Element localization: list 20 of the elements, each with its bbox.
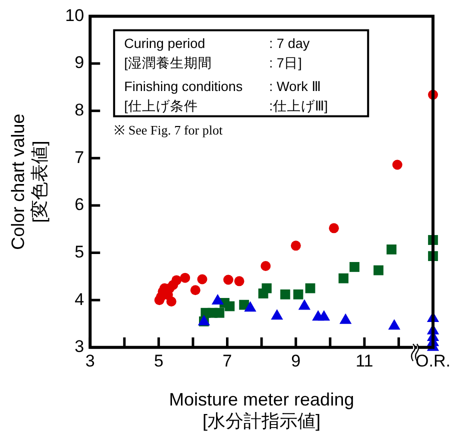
text: Curing period : 7 day [124, 36, 310, 51]
y-axis-title: Color chart value [変色表値] [8, 114, 50, 250]
x-tick-label: 9 [291, 351, 301, 370]
x-tick-label: 11 [356, 351, 374, 370]
y-tick-label: 6 [74, 195, 84, 214]
y-tick-label: 9 [74, 53, 84, 72]
x-tick-label: 7 [222, 351, 232, 370]
y-tick-label: 10 [65, 6, 84, 25]
x-axis-title: Moisture meter reading [水分計指示値] [169, 390, 354, 432]
y-tick-label: 8 [74, 100, 84, 120]
annotation: ※ See Fig. 7 for plot [114, 122, 223, 138]
text: Finishing conditions : Work Ⅲ [124, 78, 321, 94]
y-tick-label: 4 [74, 290, 84, 309]
text: [仕上げ条件 :仕上げⅢ] [124, 98, 328, 114]
y-tick-label: 7 [74, 148, 84, 167]
y-tick-label: 3 [74, 337, 84, 356]
y-tick-label: 5 [74, 242, 84, 262]
text: [湿潤養生期間 : 7日] [124, 55, 302, 70]
x-tick-label: O.R. [416, 351, 450, 370]
x-tick-label: 5 [154, 351, 164, 370]
